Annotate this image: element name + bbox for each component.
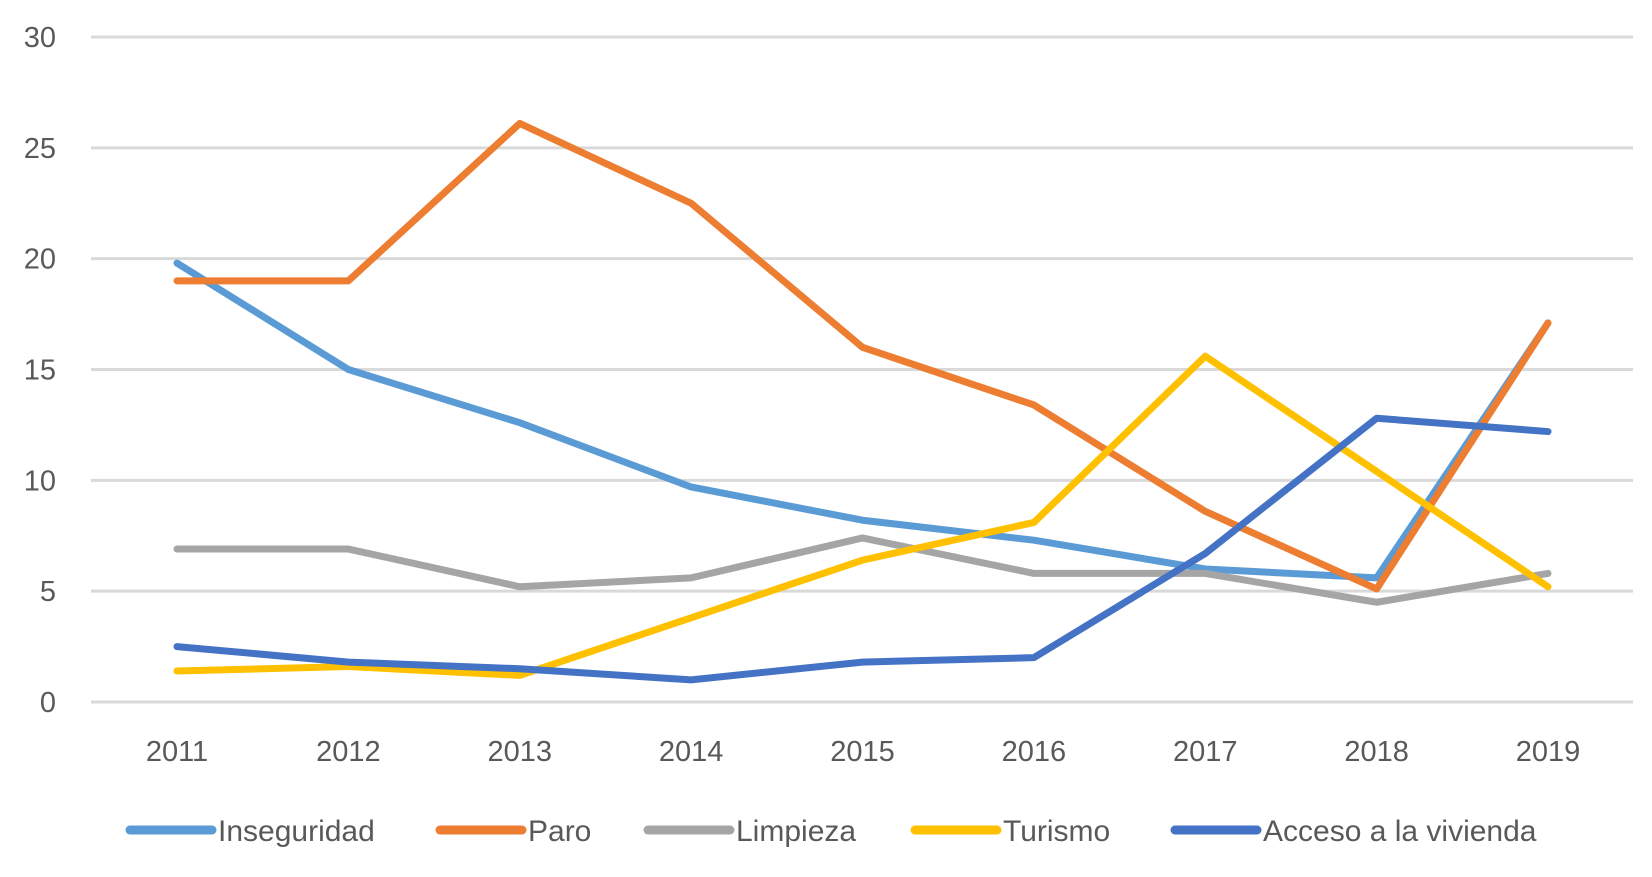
- x-tick-label: 2016: [1002, 736, 1067, 768]
- series-lines: [177, 123, 1548, 680]
- legend-label: Inseguridad: [218, 815, 375, 848]
- y-tick-label: 5: [40, 576, 56, 608]
- x-tick-label: 2018: [1344, 736, 1409, 768]
- x-tick-label: 2015: [830, 736, 895, 768]
- series-line-acceso-a-la-vivienda: [177, 418, 1548, 680]
- legend-label: Acceso a la vivienda: [1263, 815, 1537, 848]
- x-tick-label: 2019: [1516, 736, 1581, 768]
- y-tick-label: 25: [24, 133, 56, 165]
- x-tick-label: 2017: [1173, 736, 1238, 768]
- y-tick-label: 30: [24, 22, 56, 54]
- legend: Inseguridad Paro Limpieza Turismo Acceso a l…: [130, 815, 1537, 848]
- legend-label: Turismo: [1003, 815, 1110, 848]
- x-axis-ticks: 2011 2012 2013 2014 2015 2016 2017 2018 2019: [146, 736, 1580, 768]
- y-tick-label: 10: [24, 465, 56, 497]
- legend-item: Turismo: [915, 815, 1110, 848]
- legend-item: Limpieza: [648, 815, 856, 848]
- series-line-inseguridad: [177, 263, 1548, 578]
- y-tick-label: 20: [24, 244, 56, 276]
- legend-item: Paro: [440, 815, 591, 848]
- legend-item: Inseguridad: [130, 815, 375, 848]
- y-axis-ticks: 0 5 10 15 20 25 30: [24, 22, 56, 719]
- y-tick-label: 0: [40, 687, 56, 719]
- x-tick-label: 2014: [659, 736, 724, 768]
- series-line-turismo: [177, 356, 1548, 675]
- gridlines: [91, 37, 1633, 702]
- x-tick-label: 2012: [316, 736, 381, 768]
- y-tick-label: 15: [24, 355, 56, 387]
- legend-item: Acceso a la vivienda: [1175, 815, 1537, 848]
- legend-label: Limpieza: [736, 815, 856, 848]
- x-tick-label: 2011: [146, 736, 208, 768]
- x-tick-label: 2013: [487, 736, 552, 768]
- legend-label: Paro: [528, 815, 591, 848]
